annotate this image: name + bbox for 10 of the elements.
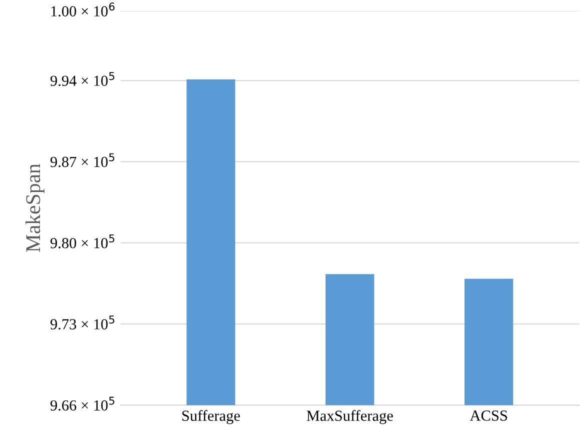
x-tick-label: MaxSufferage (306, 410, 393, 424)
y-tick-label: 1.00 × 10$^{6}$ (51, 2, 115, 17)
y-axis-title: MakeSpan (26, 164, 44, 252)
x-tick-label: ACSS (470, 410, 508, 421)
y-tick-label: 9.66 × 10$^{5}$ (50, 396, 114, 411)
y-tick-label: 9.73 × 10$^{5}$ (50, 316, 114, 330)
y-tick-label: 9.87 × 10$^{5}$ (50, 153, 114, 168)
y-tick-label: 9.94 × 10$^{5}$ (50, 72, 114, 86)
x-tick-label: Sufferage (182, 410, 240, 424)
y-tick-label: 9.80 × 10$^{5}$ (50, 234, 114, 248)
